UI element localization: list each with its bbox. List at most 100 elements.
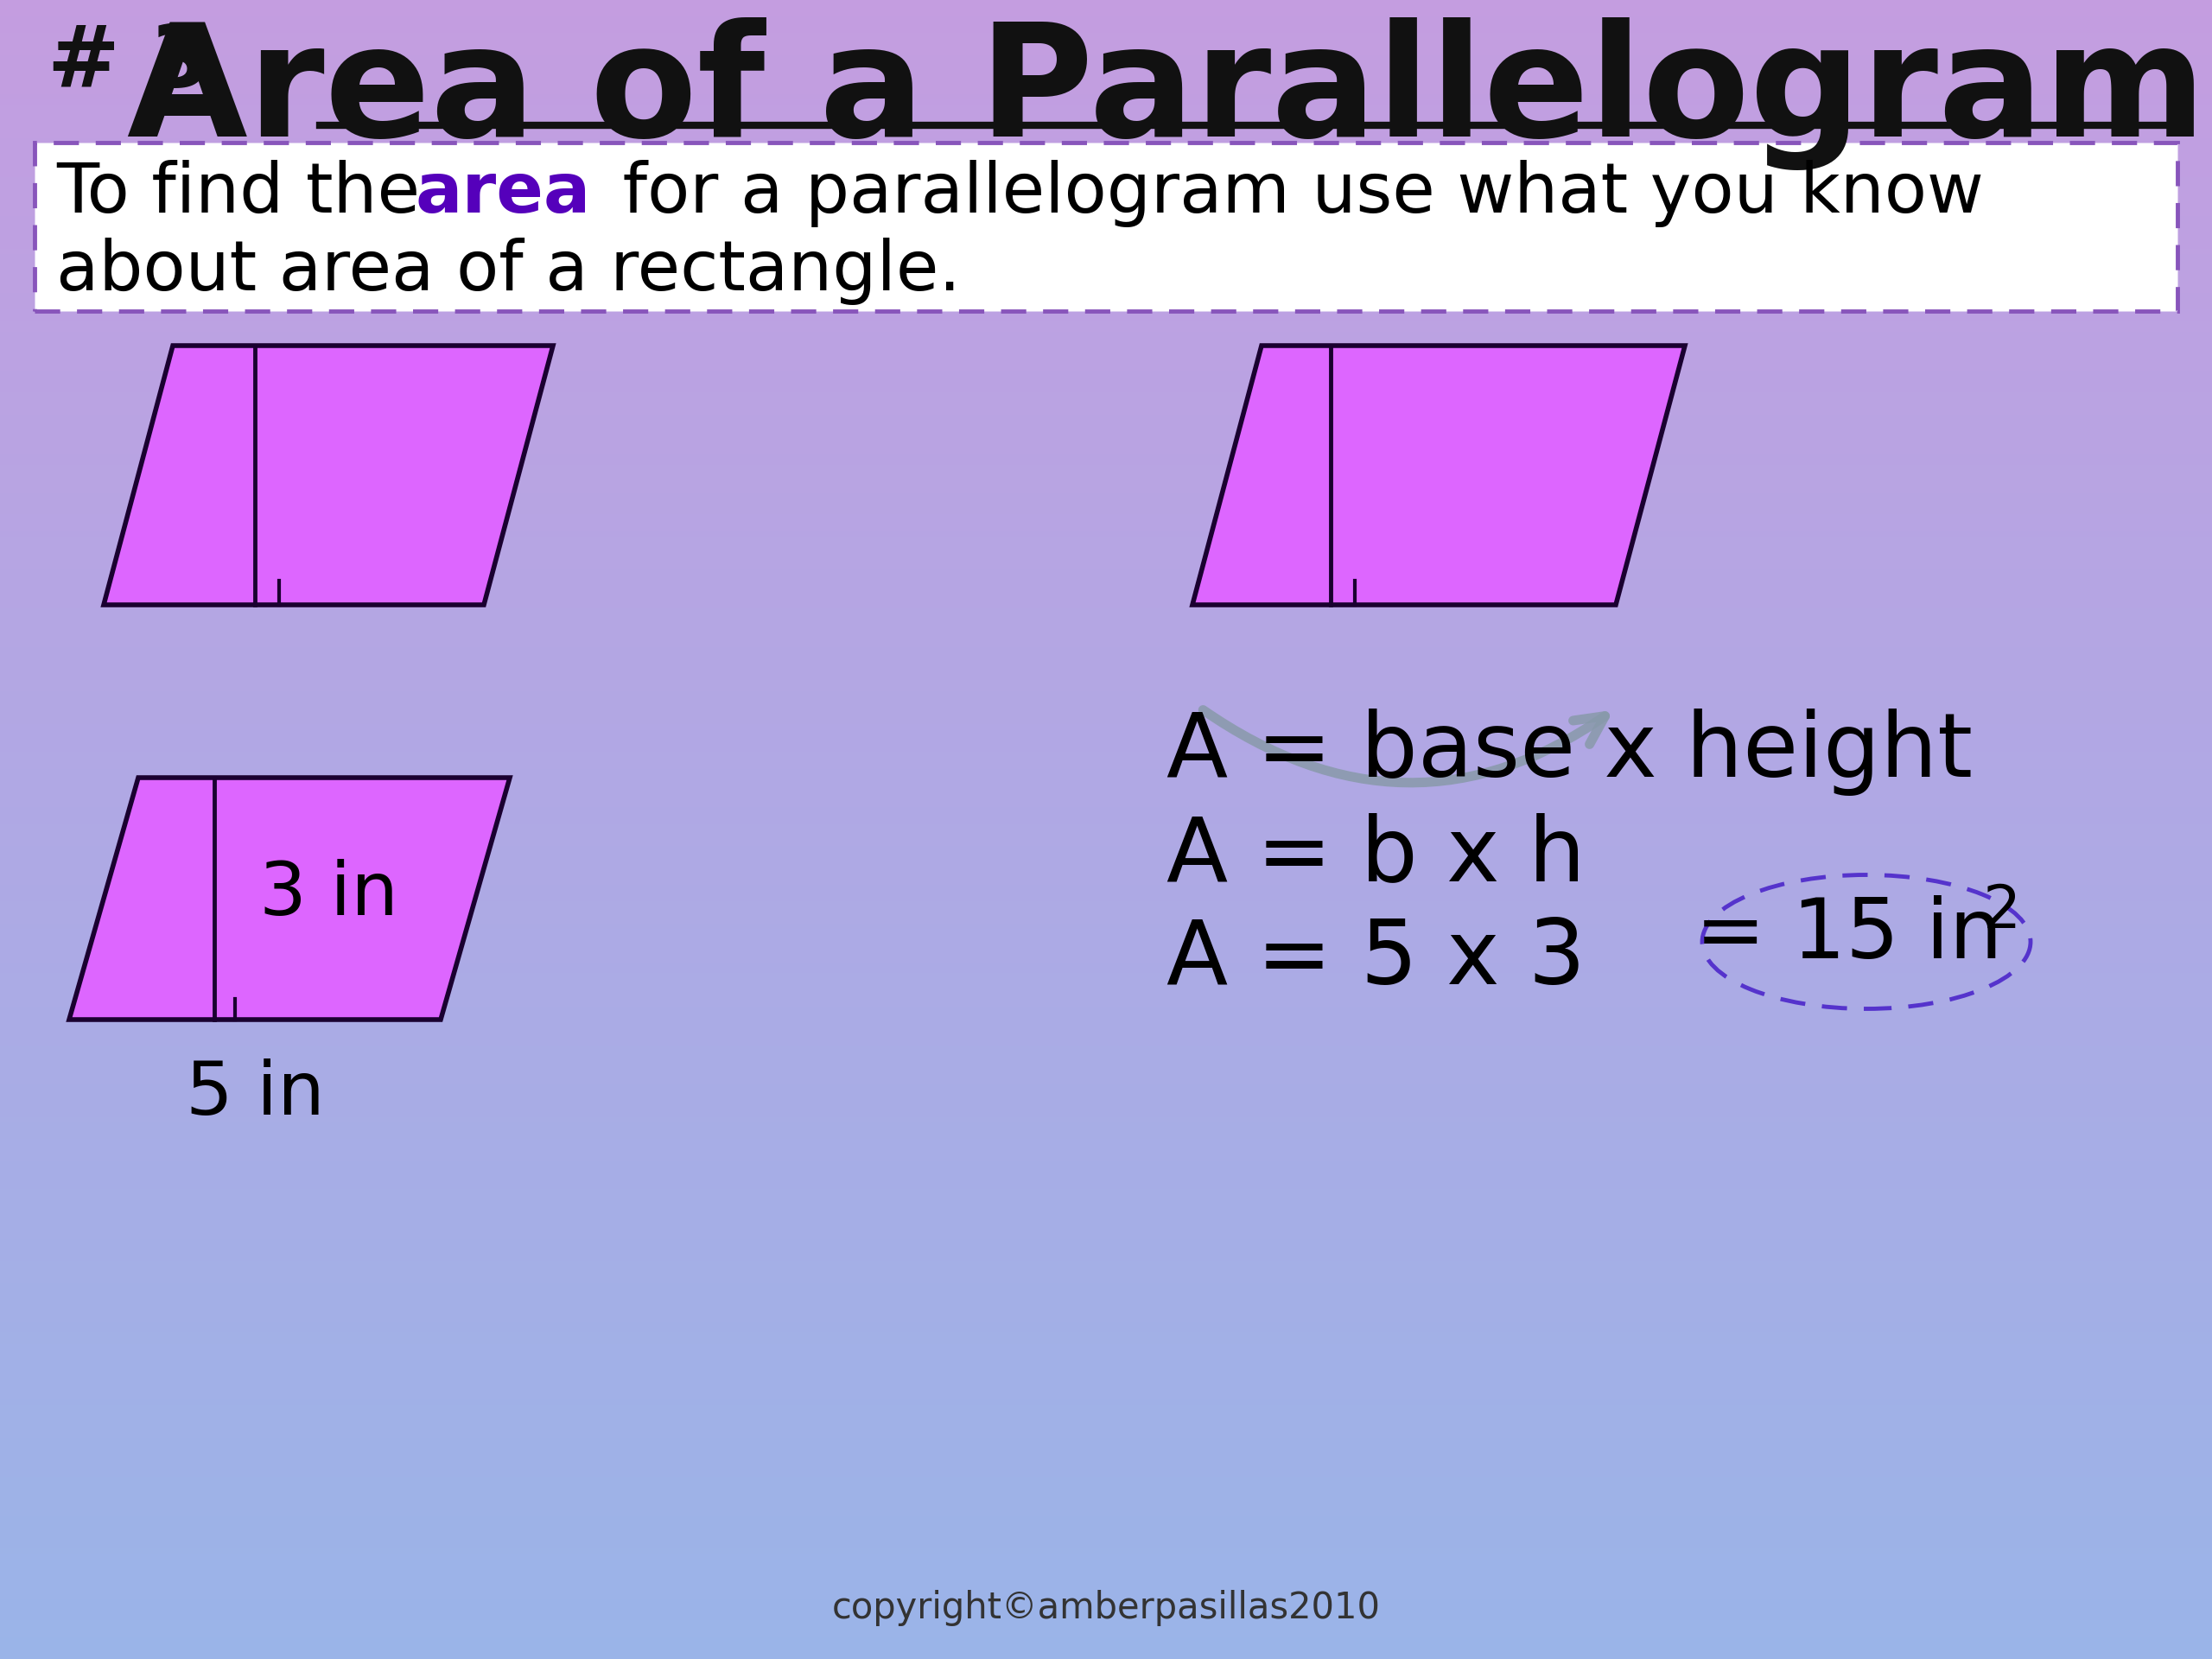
Bar [0,1233,2212,1239]
Bar [0,27,2212,33]
Bar [0,204,2212,211]
Text: A = base x height: A = base x height [1166,708,1973,796]
Bar [0,1271,2212,1277]
Bar [0,176,2212,182]
Bar [0,1382,2212,1389]
Text: copyright©amberpasillas2010: copyright©amberpasillas2010 [832,1589,1380,1626]
Bar [0,309,2212,315]
Bar [0,292,2212,299]
Bar [0,370,2212,377]
Bar [0,1282,2212,1289]
Bar [0,181,2212,187]
Bar [0,380,2212,387]
Bar [0,76,2212,83]
Bar [0,325,2212,332]
Bar [0,635,2212,642]
Bar [0,579,2212,586]
Bar [0,1392,2212,1399]
Bar [0,757,2212,763]
Bar [0,1491,2212,1498]
Bar [0,1110,2212,1117]
Polygon shape [1192,345,1686,606]
Bar [0,138,2212,144]
Bar [0,574,2212,581]
Bar [0,287,2212,294]
Bar [0,1548,2212,1554]
Bar [0,1624,2212,1631]
Bar [0,214,2212,221]
Bar [0,1010,2212,1017]
Bar [0,1375,2212,1382]
Bar [0,88,2212,95]
Bar [0,1541,2212,1548]
Bar [0,10,2212,17]
Bar [0,707,2212,713]
Bar [0,662,2212,669]
Polygon shape [104,345,553,606]
Bar [0,602,2212,609]
Bar [0,529,2212,536]
Bar [0,1216,2212,1223]
Bar [0,728,2212,735]
Bar [0,65,2212,71]
Bar [0,839,2212,846]
Bar [0,436,2212,443]
Text: about area of a rectangle.: about area of a rectangle. [55,237,960,305]
Bar [0,1176,2212,1183]
Bar [0,55,2212,61]
Bar [0,591,2212,597]
Bar [0,1354,2212,1360]
Bar [0,1077,2212,1083]
Bar [0,1558,2212,1564]
Bar [0,828,2212,834]
Bar [0,121,2212,128]
Bar [0,171,2212,178]
Bar [0,32,2212,38]
Bar [0,1465,2212,1472]
Bar [0,1000,2212,1007]
Bar [0,1243,2212,1249]
Bar [0,508,2212,514]
Bar [0,1636,2212,1642]
Bar [0,1415,2212,1422]
Bar [0,131,2212,138]
Bar [0,1432,2212,1438]
Bar [0,640,2212,647]
Bar [0,894,2212,901]
Bar [0,486,2212,493]
Bar [0,951,2212,957]
Bar [0,1349,2212,1355]
Bar [0,557,2212,564]
Bar [0,1321,2212,1327]
Bar [0,795,2212,801]
Bar [0,1387,2212,1394]
Bar [0,1188,2212,1194]
Bar [0,695,2212,702]
Bar [0,1326,2212,1332]
Bar [0,60,2212,66]
Bar [0,1564,2212,1571]
Bar [0,1486,2212,1493]
Bar [0,5,2212,12]
Bar [0,93,2212,100]
Bar [0,922,2212,929]
Bar [0,934,2212,941]
Bar [0,1647,2212,1654]
Bar [0,702,2212,708]
Bar [0,1408,2212,1415]
Bar [0,1039,2212,1045]
Bar [0,674,2212,680]
Bar [0,1475,2212,1481]
Bar [0,425,2212,431]
Bar [0,337,2212,343]
Bar [0,878,2212,884]
Bar [0,1160,2212,1166]
Bar [0,844,2212,851]
Bar [0,254,2212,260]
Bar [0,1525,2212,1531]
Bar [0,1569,2212,1576]
Bar [0,1608,2212,1614]
Bar [0,242,2212,249]
Text: 3 in: 3 in [259,858,398,931]
Bar [0,1083,2212,1090]
